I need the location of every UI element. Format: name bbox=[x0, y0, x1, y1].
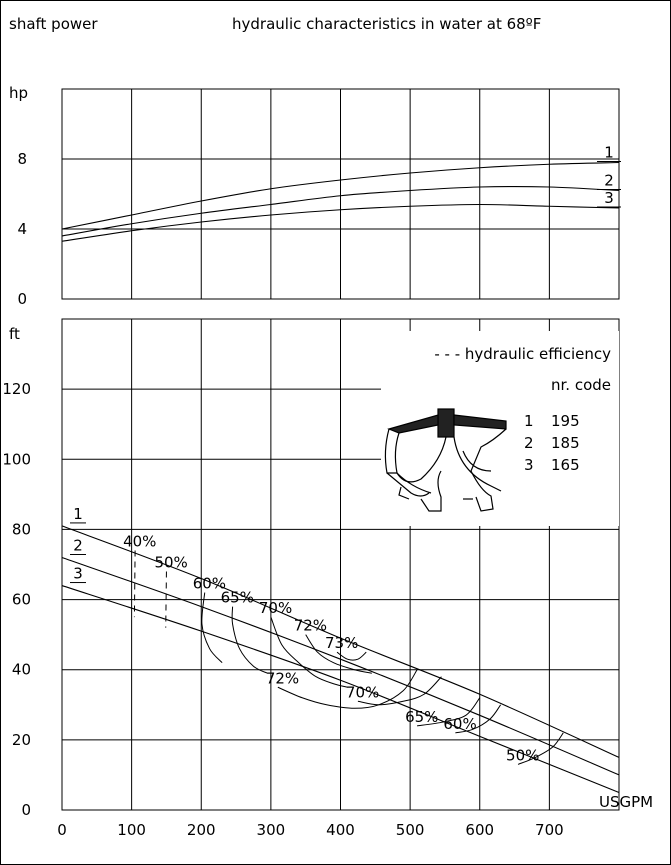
legend-nr-2: 2 bbox=[524, 434, 534, 452]
efficiency-label: 72% bbox=[266, 669, 299, 687]
legend-nr-3: 3 bbox=[524, 456, 534, 474]
legend-nr-1: 1 bbox=[524, 412, 534, 430]
x-tick-label: 500 bbox=[396, 821, 425, 839]
legend: - - - hydraulic efficiency nr. code 1 19… bbox=[381, 331, 619, 526]
power-y-tick-label: 4 bbox=[17, 220, 27, 238]
head-y-tick-label: 100 bbox=[2, 450, 31, 468]
efficiency-label: 70% bbox=[259, 599, 292, 617]
power-curve-label-3: 3 bbox=[604, 189, 614, 207]
efficiency-label: 65% bbox=[405, 708, 438, 726]
x-tick-label: 600 bbox=[465, 821, 494, 839]
head-y-tick-label: 60 bbox=[12, 591, 31, 609]
efficiency-label: 50% bbox=[154, 554, 187, 572]
x-tick-label: 200 bbox=[187, 821, 216, 839]
legend-code-2: 185 bbox=[551, 434, 580, 452]
head-y-tick-label: 40 bbox=[12, 661, 31, 679]
x-tick-label: 300 bbox=[257, 821, 286, 839]
legend-code-3: 165 bbox=[551, 456, 580, 474]
efficiency-curve bbox=[133, 550, 136, 618]
power-curve-3 bbox=[61, 203, 620, 242]
power-y-tick-label: 8 bbox=[17, 150, 27, 168]
efficiency-curve bbox=[305, 634, 372, 674]
efficiency-label: 50% bbox=[506, 746, 539, 764]
x-axis-label: USGPM bbox=[599, 793, 653, 811]
efficiency-curve bbox=[417, 697, 481, 727]
efficiency-curve bbox=[336, 651, 367, 661]
efficiency-label: 60% bbox=[193, 575, 226, 593]
efficiency-label: 40% bbox=[123, 532, 156, 550]
head-curve-label-3: 3 bbox=[73, 565, 83, 583]
series-layer bbox=[61, 161, 621, 793]
efficiency-curve bbox=[277, 669, 418, 709]
efficiency-curve bbox=[165, 571, 167, 628]
head-curve-1 bbox=[61, 525, 620, 758]
power-y-tick-label: 0 bbox=[17, 290, 27, 308]
efficiency-label: 60% bbox=[443, 715, 476, 733]
head-curve-label-1: 1 bbox=[73, 505, 83, 523]
efficiency-curve bbox=[201, 592, 223, 664]
x-tick-label: 100 bbox=[117, 821, 146, 839]
efficiency-label: 65% bbox=[221, 589, 254, 607]
efficiency-curve bbox=[517, 732, 564, 765]
head-y-tick-label: 20 bbox=[12, 731, 31, 749]
power-curve-label-2: 2 bbox=[604, 172, 614, 190]
efficiency-label: 73% bbox=[325, 634, 358, 652]
head-curve-2 bbox=[61, 556, 620, 776]
head-curve-3 bbox=[61, 585, 620, 793]
power-y-axis-label: hp bbox=[9, 84, 28, 102]
power-curve-label-1: 1 bbox=[604, 144, 614, 162]
head-y-tick-label: 80 bbox=[12, 520, 31, 538]
efficiency-label: 72% bbox=[294, 617, 327, 635]
efficiency-label: 70% bbox=[346, 683, 379, 701]
legend-code-1: 195 bbox=[551, 412, 580, 430]
power-curve-1 bbox=[61, 161, 620, 230]
x-tick-label: 0 bbox=[57, 821, 67, 839]
legend-table-header: nr. code bbox=[551, 376, 611, 394]
shaft-power-label: shaft power bbox=[9, 15, 98, 33]
power-curve-2 bbox=[61, 186, 620, 237]
head-y-tick-label: 0 bbox=[21, 801, 31, 819]
efficiency-layer bbox=[133, 550, 564, 765]
legend-efficiency-label: - - - hydraulic efficiency bbox=[434, 345, 611, 363]
x-tick-label: 400 bbox=[326, 821, 355, 839]
efficiency-curve bbox=[357, 676, 442, 706]
efficiency-curve bbox=[231, 606, 268, 674]
chart-title: hydraulic characteristics in water at 68… bbox=[232, 15, 541, 33]
head-y-tick-label: 120 bbox=[2, 380, 31, 398]
head-curve-label-2: 2 bbox=[73, 536, 83, 554]
efficiency-curve bbox=[455, 704, 502, 734]
efficiency-curve bbox=[270, 616, 348, 688]
x-tick-label: 700 bbox=[535, 821, 564, 839]
impeller-diagram bbox=[384, 408, 507, 512]
head-y-axis-label: ft bbox=[9, 325, 20, 343]
